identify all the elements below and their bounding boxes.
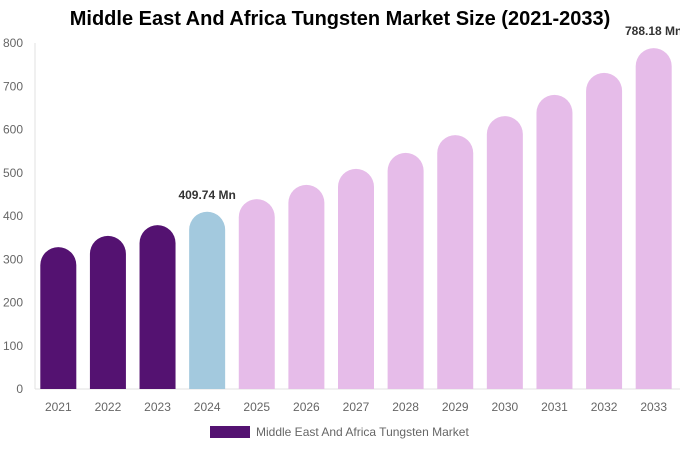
bar-2030 <box>486 116 523 389</box>
x-tick-label: 2033 <box>640 400 667 414</box>
chart-title: Middle East And Africa Tungsten Market S… <box>69 8 611 30</box>
x-tick-label: 2031 <box>541 400 568 414</box>
x-tick-label: 2027 <box>343 400 370 414</box>
x-tick-label: 2029 <box>442 400 469 414</box>
data-label: 409.74 Mn <box>178 188 235 202</box>
bar-2026 <box>288 184 325 389</box>
bar-2027 <box>338 168 374 389</box>
x-tick-label: 2030 <box>491 400 518 414</box>
bar-2029 <box>437 135 474 389</box>
x-tick-label: 2032 <box>591 400 618 414</box>
x-tick-label: 2023 <box>144 400 171 414</box>
legend-swatch <box>210 426 250 438</box>
y-tick-label: 400 <box>3 209 23 223</box>
bar-2028 <box>387 152 424 389</box>
bar-2024 <box>189 211 226 389</box>
bar-2023 <box>139 225 176 389</box>
bar-2025 <box>238 199 275 389</box>
bar-2022 <box>89 235 126 389</box>
bar-2021 <box>40 247 77 389</box>
x-tick-label: 2028 <box>392 400 419 414</box>
y-tick-label: 500 <box>3 166 23 180</box>
y-tick-label: 800 <box>3 36 23 50</box>
y-tick-label: 200 <box>3 296 23 310</box>
y-tick-label: 300 <box>3 252 23 266</box>
x-tick-label: 2024 <box>194 400 221 414</box>
bar-2031 <box>536 94 573 389</box>
y-tick-label: 700 <box>3 79 23 93</box>
bar-2032 <box>586 72 623 389</box>
x-tick-label: 2026 <box>293 400 320 414</box>
y-tick-label: 0 <box>16 382 23 396</box>
legend: Middle East And Africa Tungsten Market <box>210 425 469 439</box>
y-tick-label: 600 <box>3 123 23 137</box>
legend-label: Middle East And Africa Tungsten Market <box>256 425 469 439</box>
x-tick-label: 2022 <box>95 400 122 414</box>
x-tick-label: 2025 <box>243 400 270 414</box>
y-tick-label: 100 <box>3 339 23 353</box>
data-label: 788.18 Mn <box>625 24 680 38</box>
x-tick-label: 2021 <box>45 400 72 414</box>
bar-2033 <box>635 48 672 389</box>
